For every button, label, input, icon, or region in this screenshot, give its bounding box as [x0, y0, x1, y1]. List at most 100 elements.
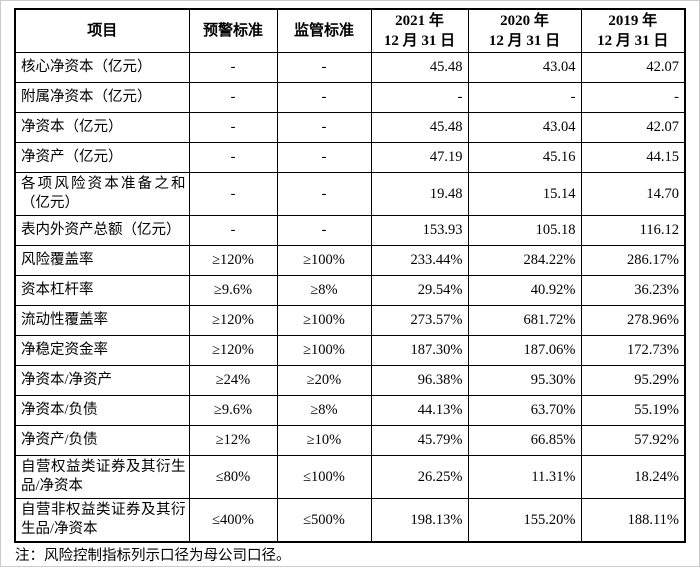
- value-2020-cell: 66.85%: [467, 425, 582, 456]
- regulatory-standard-cell: ≥100%: [276, 335, 372, 366]
- regulatory-standard-cell: -: [276, 215, 372, 246]
- table-row: 风险覆盖率 ≥120% ≥100% 233.44% 284.22% 286.17…: [14, 245, 686, 276]
- item-cell: 净资本/净资产: [14, 365, 190, 396]
- value-2019-cell: 55.19%: [580, 395, 686, 426]
- table-row: 核心净资本（亿元） - - 45.48 43.04 42.07: [14, 52, 686, 83]
- table-row: 自营权益类证券及其衍生品/净资本 ≤80% ≤100% 26.25% 11.31…: [14, 455, 686, 499]
- value-2019-cell: -: [580, 82, 686, 113]
- table-row: 流动性覆盖率 ≥120% ≥100% 273.57% 681.72% 278.9…: [14, 305, 686, 336]
- warning-standard-cell: ≥12%: [188, 425, 278, 456]
- value-2019-cell: 172.73%: [580, 335, 686, 366]
- table-row: 各项风险资本准备之和（亿元） - - 19.48 15.14 14.70: [14, 172, 686, 216]
- value-2019-cell: 286.17%: [580, 245, 686, 276]
- value-2021-cell: 153.93: [370, 215, 469, 246]
- value-2020-cell: 40.92%: [467, 275, 582, 306]
- value-2021-cell: 198.13%: [370, 498, 469, 543]
- item-cell: 流动性覆盖率: [14, 305, 190, 336]
- value-2021-cell: 96.38%: [370, 365, 469, 396]
- item-cell: 资本杠杆率: [14, 275, 190, 306]
- item-cell: 核心净资本（亿元）: [14, 52, 190, 83]
- value-2020-cell: 187.06%: [467, 335, 582, 366]
- header-2019-12-31: 2019 年 12 月 31 日: [580, 8, 686, 53]
- risk-indicators-table: 项目 预警标准 监管标准 2021 年 12 月 31 日 2020 年 12 月 …: [14, 8, 686, 543]
- regulatory-standard-cell: ≥8%: [276, 275, 372, 306]
- item-cell: 净资本/负债: [14, 395, 190, 426]
- table-row: 自营非权益类证券及其衍生品/净资本 ≤400% ≤500% 198.13% 15…: [14, 498, 686, 543]
- warning-standard-cell: ≥120%: [188, 305, 278, 336]
- value-2021-cell: 45.48: [370, 52, 469, 83]
- regulatory-standard-cell: ≥100%: [276, 305, 372, 336]
- value-2021-cell: 19.48: [370, 172, 469, 216]
- value-2020-cell: 43.04: [467, 112, 582, 143]
- table-row: 资本杠杆率 ≥9.6% ≥8% 29.54% 40.92% 36.23%: [14, 275, 686, 306]
- value-2020-cell: 43.04: [467, 52, 582, 83]
- value-2020-cell: 15.14: [467, 172, 582, 216]
- regulatory-standard-cell: ≤500%: [276, 498, 372, 543]
- table-row: 表内外资产总额（亿元） - - 153.93 105.18 116.12: [14, 215, 686, 246]
- value-2020-cell: 105.18: [467, 215, 582, 246]
- value-2021-cell: 26.25%: [370, 455, 469, 499]
- value-2020-cell: -: [467, 82, 582, 113]
- warning-standard-cell: -: [188, 142, 278, 173]
- value-2021-cell: 44.13%: [370, 395, 469, 426]
- value-2021-cell: 47.19: [370, 142, 469, 173]
- value-2019-cell: 42.07: [580, 52, 686, 83]
- table-row: 净资本/净资产 ≥24% ≥20% 96.38% 95.30% 95.29%: [14, 365, 686, 396]
- value-2021-cell: 29.54%: [370, 275, 469, 306]
- header-regulatory-standard: 监管标准: [276, 8, 372, 53]
- table-row: 净资产（亿元） - - 47.19 45.16 44.15: [14, 142, 686, 173]
- item-cell: 表内外资产总额（亿元）: [14, 215, 190, 246]
- footnote: 注：风险控制指标列示口径为母公司口径。: [15, 548, 291, 564]
- item-cell: 附属净资本（亿元）: [14, 82, 190, 113]
- table-row: 净资产/负债 ≥12% ≥10% 45.79% 66.85% 57.92%: [14, 425, 686, 456]
- table-row: 附属净资本（亿元） - - - - -: [14, 82, 686, 113]
- value-2019-cell: 188.11%: [580, 498, 686, 543]
- value-2021-cell: 233.44%: [370, 245, 469, 276]
- value-2021-cell: 187.30%: [370, 335, 469, 366]
- value-2020-cell: 155.20%: [467, 498, 582, 543]
- regulatory-standard-cell: -: [276, 172, 372, 216]
- warning-standard-cell: -: [188, 52, 278, 83]
- value-2019-cell: 36.23%: [580, 275, 686, 306]
- item-cell: 自营非权益类证券及其衍生品/净资本: [14, 498, 190, 543]
- regulatory-standard-cell: ≥10%: [276, 425, 372, 456]
- value-2019-cell: 42.07: [580, 112, 686, 143]
- header-2021-12-31: 2021 年 12 月 31 日: [370, 8, 469, 53]
- item-cell: 净资产（亿元）: [14, 142, 190, 173]
- table-row: 净资本/负债 ≥9.6% ≥8% 44.13% 63.70% 55.19%: [14, 395, 686, 426]
- regulatory-standard-cell: -: [276, 82, 372, 113]
- value-2019-cell: 57.92%: [580, 425, 686, 456]
- value-2019-cell: 95.29%: [580, 365, 686, 396]
- value-2020-cell: 95.30%: [467, 365, 582, 396]
- value-2020-cell: 63.70%: [467, 395, 582, 426]
- item-cell: 净资产/负债: [14, 425, 190, 456]
- value-2021-cell: 273.57%: [370, 305, 469, 336]
- value-2020-cell: 681.72%: [467, 305, 582, 336]
- item-cell: 净资本（亿元）: [14, 112, 190, 143]
- value-2019-cell: 278.96%: [580, 305, 686, 336]
- table-header-row: 项目 预警标准 监管标准 2021 年 12 月 31 日 2020 年 12 月 …: [14, 8, 686, 53]
- value-2019-cell: 18.24%: [580, 455, 686, 499]
- warning-standard-cell: -: [188, 112, 278, 143]
- warning-standard-cell: ≤80%: [188, 455, 278, 499]
- regulatory-standard-cell: -: [276, 52, 372, 83]
- value-2021-cell: -: [370, 82, 469, 113]
- warning-standard-cell: ≤400%: [188, 498, 278, 543]
- warning-standard-cell: ≥24%: [188, 365, 278, 396]
- value-2020-cell: 284.22%: [467, 245, 582, 276]
- value-2020-cell: 45.16: [467, 142, 582, 173]
- regulatory-standard-cell: ≥20%: [276, 365, 372, 396]
- regulatory-standard-cell: ≥8%: [276, 395, 372, 426]
- table-row: 净稳定资金率 ≥120% ≥100% 187.30% 187.06% 172.7…: [14, 335, 686, 366]
- item-cell: 风险覆盖率: [14, 245, 190, 276]
- warning-standard-cell: -: [188, 172, 278, 216]
- warning-standard-cell: -: [188, 215, 278, 246]
- warning-standard-cell: ≥9.6%: [188, 395, 278, 426]
- warning-standard-cell: ≥120%: [188, 245, 278, 276]
- value-2019-cell: 116.12: [580, 215, 686, 246]
- warning-standard-cell: ≥120%: [188, 335, 278, 366]
- table-row: 净资本（亿元） - - 45.48 43.04 42.07: [14, 112, 686, 143]
- header-warning-standard: 预警标准: [188, 8, 278, 53]
- value-2020-cell: 11.31%: [467, 455, 582, 499]
